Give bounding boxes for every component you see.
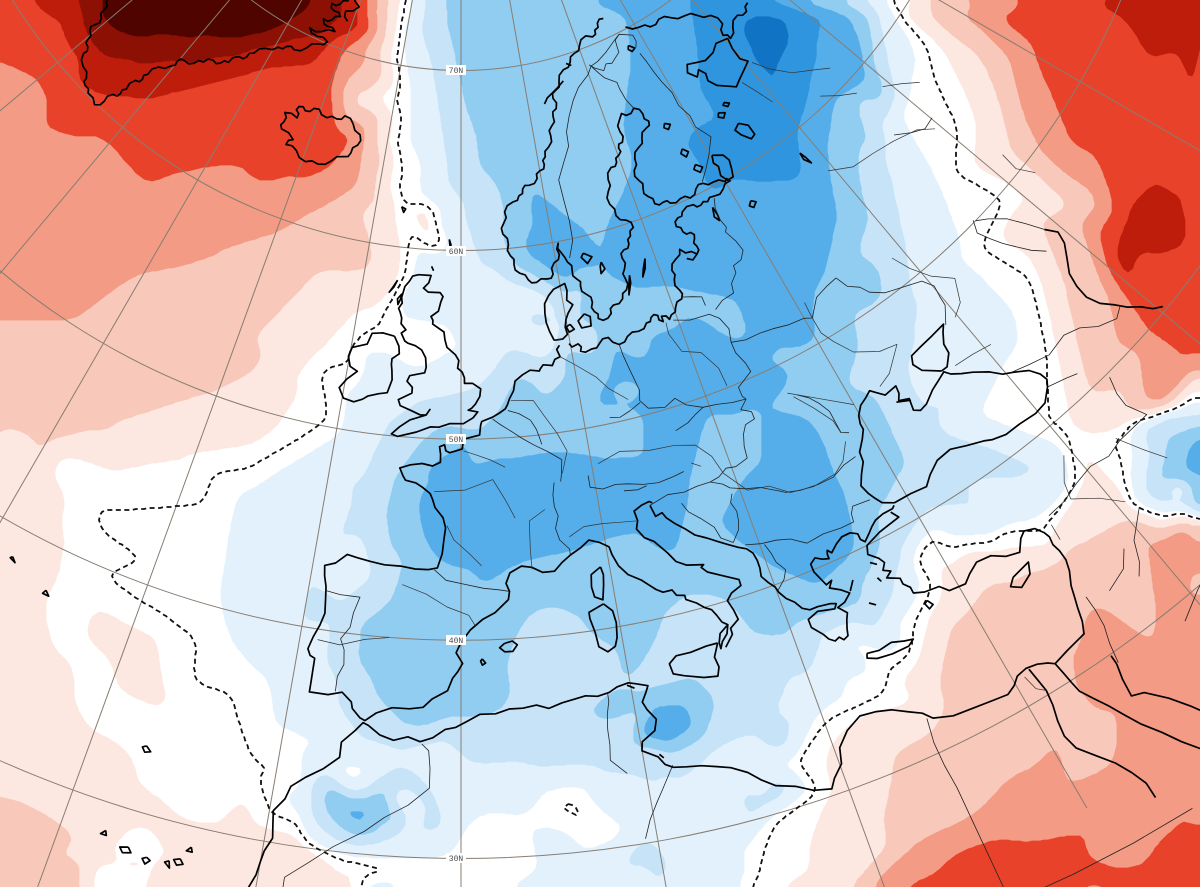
svg-text:30N: 30N: [449, 855, 464, 864]
svg-text:40N: 40N: [449, 637, 464, 646]
svg-text:60N: 60N: [449, 248, 464, 257]
svg-text:50N: 50N: [449, 436, 464, 445]
svg-text:70N: 70N: [449, 67, 464, 76]
